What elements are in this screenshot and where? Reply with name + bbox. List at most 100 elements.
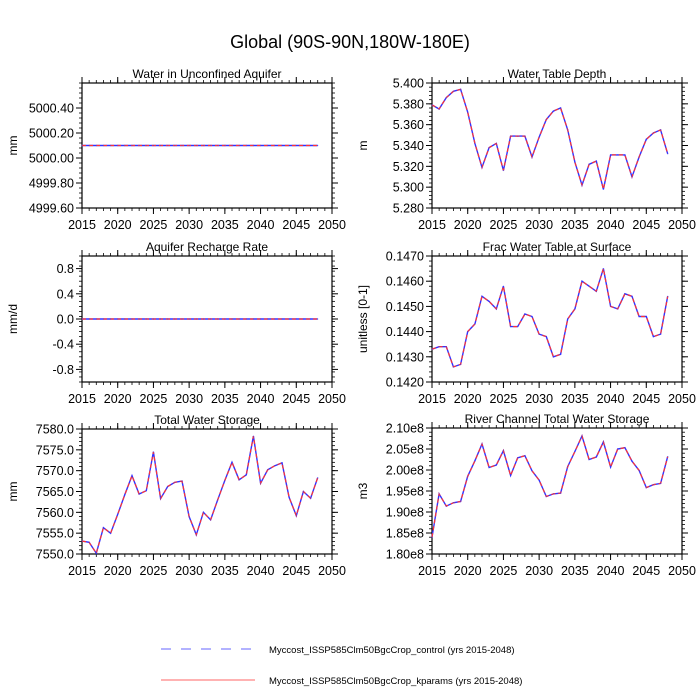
data-point xyxy=(181,480,183,482)
data-point xyxy=(274,144,276,147)
x-tick-label: 2050 xyxy=(318,218,346,232)
data-point xyxy=(317,477,319,479)
data-point xyxy=(488,300,490,302)
data-point xyxy=(445,96,447,99)
data-point xyxy=(645,487,647,489)
data-point xyxy=(188,318,190,320)
data-point xyxy=(517,325,519,328)
x-tick-label: 2015 xyxy=(68,392,96,406)
data-point xyxy=(131,475,133,477)
data-point xyxy=(474,323,476,325)
data-point xyxy=(459,363,462,365)
x-tick-label: 2040 xyxy=(597,392,625,406)
y-tick-label: 4999.60 xyxy=(29,202,74,216)
x-tick-label: 2050 xyxy=(668,564,696,578)
data-point xyxy=(295,515,297,517)
x-tick-label: 2035 xyxy=(561,392,589,406)
panel-title: Aquifer Recharge Rate xyxy=(146,240,268,254)
data-point xyxy=(481,166,483,168)
data-point xyxy=(288,496,290,498)
y-tick-label: 2.10e8 xyxy=(386,422,424,436)
data-point xyxy=(474,460,476,462)
data-point xyxy=(217,144,219,147)
data-point xyxy=(224,144,226,147)
data-point xyxy=(145,318,147,320)
data-point xyxy=(602,441,605,443)
y-axis-label: mm xyxy=(6,482,20,502)
data-point xyxy=(609,154,612,156)
x-tick-label: 2035 xyxy=(561,218,589,232)
data-point xyxy=(317,318,319,320)
chart-panel-5: River Channel Total Water Storage m3 1.80e… xyxy=(356,412,696,578)
data-point xyxy=(552,493,555,495)
series-line-kparams xyxy=(81,435,319,555)
data-point xyxy=(574,450,576,453)
data-point xyxy=(159,318,162,320)
series-line-control xyxy=(431,268,669,368)
data-point xyxy=(245,318,247,320)
data-point xyxy=(109,318,112,320)
y-tick-label: 7555.0 xyxy=(36,527,74,541)
plot-frame xyxy=(431,255,683,383)
y-tick-label: 0.1420 xyxy=(386,376,424,390)
x-tick-label: 2030 xyxy=(175,218,203,232)
data-point xyxy=(117,513,119,516)
x-tick-label: 2030 xyxy=(525,218,553,232)
x-tick-label: 2020 xyxy=(104,392,132,406)
chart-panel-0: Water in Unconfined Aquifer mm 4999.60 4999… xyxy=(6,67,346,232)
x-tick-label: 2035 xyxy=(561,564,589,578)
data-point xyxy=(217,318,219,320)
data-point xyxy=(495,142,497,145)
data-point xyxy=(209,318,212,320)
data-point xyxy=(488,466,490,469)
data-point xyxy=(159,144,162,147)
data-point xyxy=(281,462,283,464)
data-point xyxy=(467,111,469,113)
data-point xyxy=(238,479,240,481)
data-point xyxy=(531,315,533,318)
data-point xyxy=(502,169,505,172)
x-tick-label: 2030 xyxy=(175,392,203,406)
data-point xyxy=(488,146,490,149)
data-point xyxy=(638,469,640,472)
panel-title: Frac Water Table at Surface xyxy=(483,240,632,254)
x-tick-label: 2015 xyxy=(418,218,446,232)
data-point xyxy=(224,318,226,320)
x-tick-label: 2015 xyxy=(418,564,446,578)
data-point xyxy=(145,144,147,147)
x-tick-label: 2030 xyxy=(525,392,553,406)
data-point xyxy=(524,313,526,315)
x-tick-label: 2050 xyxy=(668,392,696,406)
data-point xyxy=(659,129,662,131)
y-tick-label: 1.95e8 xyxy=(386,485,424,499)
data-point xyxy=(502,450,505,452)
x-tick-label: 2045 xyxy=(282,564,310,578)
data-point xyxy=(588,163,590,165)
data-point xyxy=(167,485,169,488)
x-tick-label: 2020 xyxy=(104,218,132,232)
data-point xyxy=(309,318,312,320)
panel-title: Water Table Depth xyxy=(508,67,607,81)
data-point xyxy=(645,315,647,318)
x-tick-label: 2025 xyxy=(140,392,168,406)
data-point xyxy=(452,90,455,92)
data-point xyxy=(88,144,90,147)
y-tick-label: 5.280 xyxy=(393,202,424,216)
data-point xyxy=(188,144,190,147)
data-point xyxy=(231,144,233,147)
data-point xyxy=(102,527,105,529)
data-point xyxy=(281,144,283,147)
x-tick-label: 2025 xyxy=(490,392,518,406)
data-point xyxy=(309,144,312,147)
data-point xyxy=(431,348,433,350)
data-point xyxy=(559,107,562,109)
data-point xyxy=(645,138,647,140)
y-tick-label: 2.00e8 xyxy=(386,464,424,478)
data-point xyxy=(102,144,105,147)
data-point xyxy=(117,144,119,147)
x-tick-label: 2030 xyxy=(175,564,203,578)
x-tick-label: 2045 xyxy=(632,218,660,232)
data-point xyxy=(481,443,483,445)
data-point xyxy=(288,144,290,147)
data-point xyxy=(81,318,83,320)
